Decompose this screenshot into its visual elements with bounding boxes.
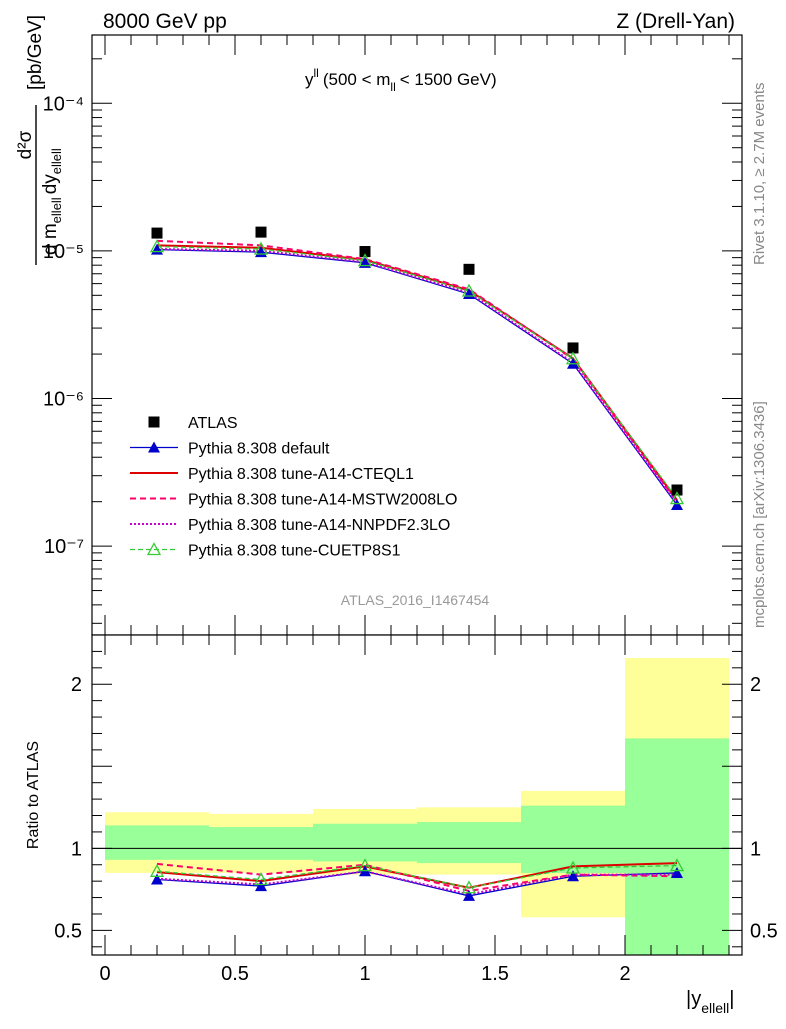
- main-point-pythia-8-308-tune-cuetp8s1: [253, 241, 269, 255]
- ratio-band-green: [209, 827, 313, 860]
- ratio-line-pythia-8-308-tune-a14-mstw2008lo: [156, 862, 678, 893]
- main-panel: 10⁻⁷10⁻⁶10⁻⁵10⁻⁴ yll (500 < mll < 1500 GeV…: [15, 15, 743, 636]
- ratio-band-green: [313, 823, 417, 862]
- ratio-point-pythia-8-308-default: [151, 873, 163, 885]
- main-point-pythia-8-308-tune-cuetp8s1: [669, 491, 685, 505]
- legend-label: Pythia 8.308 tune-A14-MSTW2008LO: [188, 492, 457, 509]
- ratio-line-pythia-8-308-default: [156, 870, 678, 897]
- x-axis-label: |yellell|: [686, 988, 734, 1016]
- main-ticks: [92, 35, 742, 635]
- ratio-ytick-label: 1: [71, 838, 82, 860]
- ratio-ytick-label-right: 0.5: [750, 920, 778, 942]
- ratio-ticks: [92, 635, 742, 955]
- ratio-point-pythia-8-308-tune-cuetp8s1: [461, 880, 477, 894]
- main-point-atlas: [359, 246, 371, 258]
- legend: ATLAS Pythia 8.308 default Pythia 8.308 tu…: [130, 415, 457, 560]
- ratio-point-pythia-8-308-default: [463, 889, 475, 901]
- header-right: Z (Drell-Yan): [616, 10, 735, 33]
- main-lines: [156, 239, 678, 506]
- main-frame: [92, 35, 742, 635]
- ylabel-num: d²σ: [15, 130, 36, 159]
- ratio-ytick-labels: 0.5 0.5 1 1 2 2: [54, 674, 778, 942]
- main-markers: [149, 226, 685, 510]
- legend-label: ATLAS: [188, 415, 238, 432]
- ratio-panel: 0.5 0.5 1 1 2 2 0 0.5 1 1.5 2 Ratio to ATLAS |yel…: [25, 634, 778, 1016]
- main-ytick-label: 10⁻⁷: [44, 536, 84, 558]
- title-post: < 1500 GeV): [400, 70, 497, 89]
- ratio-point-pythia-8-308-tune-cuetp8s1: [565, 860, 581, 874]
- ylabel-den: d mellelldyellell: [40, 148, 64, 255]
- ratio-band-green: [625, 738, 729, 955]
- ratio-point-pythia-8-308-default: [255, 880, 267, 892]
- main-point-pythia-8-308-tune-cuetp8s1: [149, 239, 165, 253]
- x-tick-label: 1: [359, 963, 370, 985]
- x-tick-label: 1.5: [481, 963, 509, 985]
- xlabel-post: |: [729, 988, 734, 1010]
- plot-title: yll (500 < mll < 1500 GeV): [305, 66, 497, 94]
- x-tick-label: 0: [99, 963, 110, 985]
- ratio-band-green: [417, 822, 521, 864]
- main-point-atlas: [255, 226, 267, 238]
- legend-marker: [148, 441, 160, 453]
- title-sup: ll: [314, 66, 319, 80]
- main-point-atlas: [671, 484, 683, 496]
- ratio-lines: [156, 862, 678, 897]
- x-tick-label: 2: [619, 963, 630, 985]
- x-tick-label: 0.5: [221, 963, 249, 985]
- main-point-pythia-8-308-tune-cuetp8s1: [461, 283, 477, 297]
- main-ytick-labels: 10⁻⁷ 10⁻⁶ 10⁻⁵ 10⁻⁴: [43, 93, 84, 558]
- ratio-point-pythia-8-308-tune-cuetp8s1: [149, 863, 165, 877]
- main-point-pythia-8-308-default: [671, 498, 683, 510]
- title-sub: ll: [390, 80, 395, 94]
- main-point-atlas: [151, 227, 163, 239]
- legend-label: Pythia 8.308 tune-CUETP8S1: [188, 543, 401, 560]
- ratio-point-pythia-8-308-default: [567, 870, 579, 882]
- xlabel-sub: ellell: [701, 1000, 729, 1016]
- title-base: y: [305, 70, 314, 89]
- legend-marker: [148, 416, 160, 428]
- mcplots-label: mcplots.cern.ch [arXiv:1306.3436]: [751, 401, 768, 628]
- watermark: ATLAS_2016_I1467454: [341, 592, 490, 608]
- legend-label: Pythia 8.308 tune-A14-CTEQL1: [188, 466, 414, 483]
- xlabel-base: |y: [686, 988, 701, 1010]
- main-ytick-label: 10⁻⁶: [43, 389, 84, 411]
- ratio-ytick-label: 2: [71, 674, 82, 696]
- main-point-pythia-8-308-tune-cuetp8s1: [565, 351, 581, 365]
- ratio-point-pythia-8-308-tune-cuetp8s1: [669, 858, 685, 872]
- ratio-ytick-label-right: 2: [750, 674, 761, 696]
- ylabel-unit: [pb/GeV]: [25, 15, 46, 90]
- header-left: 8000 GeV pp: [103, 10, 227, 33]
- main-line-pythia-8-308-tune-a14-mstw2008lo: [156, 239, 678, 503]
- main-ytick-label: 10⁻⁴: [43, 93, 84, 115]
- rivet-label: Rivet 3.1.10, ≥ 2.7M events: [751, 83, 768, 266]
- ratio-point-pythia-8-308-default: [671, 866, 683, 878]
- ylabel-den-b: dy: [40, 174, 61, 195]
- ratio-band-green: [105, 825, 209, 860]
- legend-label: Pythia 8.308 tune-A14-NNPDF2.3LO: [188, 517, 450, 534]
- ylabel-den-sub-a: ellell: [49, 197, 64, 223]
- main-point-atlas: [567, 342, 579, 354]
- x-tick-labels: 0 0.5 1 1.5 2: [99, 963, 630, 985]
- ratio-point-pythia-8-308-tune-cuetp8s1: [253, 872, 269, 886]
- legend-label: Pythia 8.308 default: [188, 441, 330, 458]
- ratio-bands: [92, 657, 742, 955]
- main-point-atlas: [463, 263, 475, 275]
- title-pre: (500 < m: [323, 70, 391, 89]
- main-ylabel: d²σ d mellelldyellell [pb/GeV]: [15, 15, 64, 265]
- ratio-border: [91, 634, 743, 956]
- ylabel-den-a: d m: [40, 223, 61, 255]
- ylabel-den-sub-b: ellell: [49, 148, 64, 174]
- ratio-ytick-label-right: 1: [750, 838, 761, 860]
- main-point-pythia-8-308-tune-cuetp8s1: [357, 253, 373, 267]
- main-ytick-label: 10⁻⁵: [43, 241, 84, 263]
- ratio-markers: [149, 858, 685, 901]
- ratio-ytick-label: 0.5: [54, 920, 82, 942]
- ratio-point-pythia-8-308-tune-cuetp8s1: [357, 858, 373, 872]
- legend-marker: [146, 542, 162, 556]
- ratio-ylabel: Ratio to ATLAS: [25, 741, 42, 849]
